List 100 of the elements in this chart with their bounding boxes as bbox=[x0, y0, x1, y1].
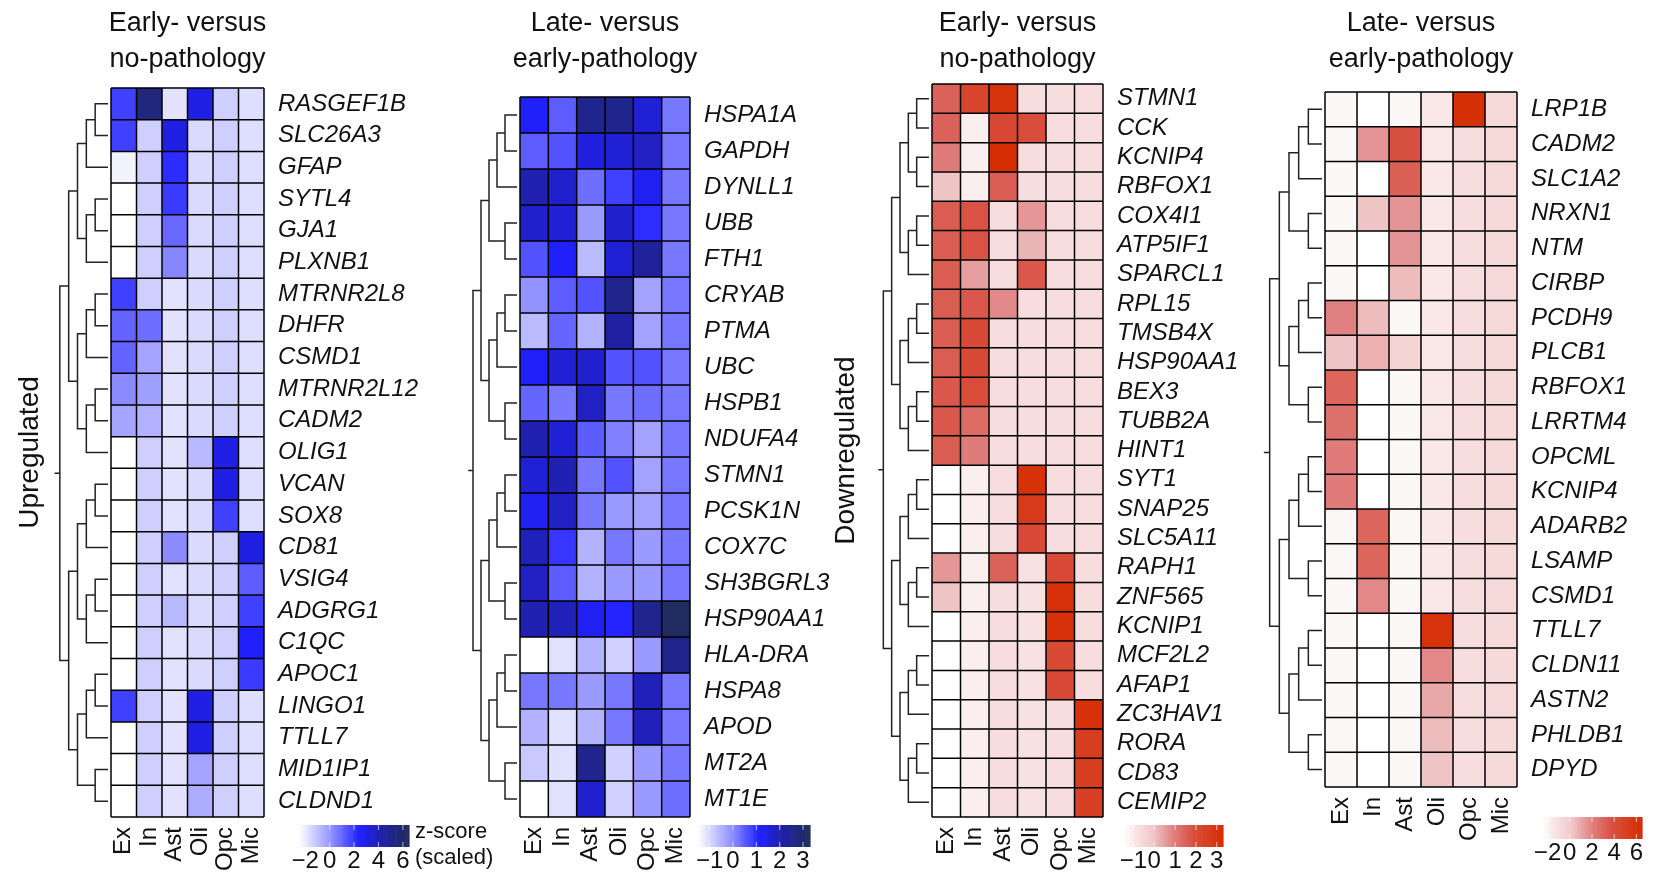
x-tick-label: Ast bbox=[1389, 796, 1417, 832]
y-tick-label: KCNIP4 bbox=[1117, 141, 1204, 169]
y-tick-label: RBFOX1 bbox=[1117, 171, 1214, 199]
y-tick-label: MTRNR2L8 bbox=[278, 278, 406, 306]
y-tick-label: ADGRG1 bbox=[276, 595, 380, 623]
y-tick-label: RORA bbox=[1117, 728, 1187, 756]
x-tick-label: Mic bbox=[660, 826, 688, 865]
y-tick-label: CLDND1 bbox=[278, 785, 375, 813]
y-tick-label: APOC1 bbox=[276, 659, 360, 687]
y-tick-label: LRP1B bbox=[1531, 94, 1608, 122]
y-tick-label: GJA1 bbox=[278, 215, 339, 243]
y-tick-label: DHFR bbox=[278, 310, 345, 338]
y-tick-label: SPARCL1 bbox=[1117, 259, 1225, 287]
y-tick-label: ZC3HAV1 bbox=[1116, 699, 1224, 727]
y-tick-label: DPYD bbox=[1531, 754, 1598, 782]
y-tick-label: MTRNR2L12 bbox=[278, 373, 419, 401]
y-tick-label: RASGEF1B bbox=[278, 88, 407, 116]
y-tick-label: MID1IP1 bbox=[278, 754, 372, 782]
chart-title: Early- versus no-pathology bbox=[937, 6, 1098, 75]
x-tick-label: Oli bbox=[603, 826, 631, 857]
color-bar-label: 1 bbox=[749, 845, 764, 873]
y-tick-label: NTM bbox=[1531, 233, 1583, 261]
y-tick-label: VCAN bbox=[278, 468, 346, 496]
color-bar-label: 0 bbox=[1563, 837, 1577, 865]
color-bar-title: z-score (scaled) bbox=[415, 818, 494, 870]
y-tick-label: SH3BGRL3 bbox=[704, 567, 831, 595]
x-tick-label: In bbox=[547, 826, 575, 847]
x-tick-label: Ex bbox=[1325, 796, 1353, 825]
y-tick-label: UBB bbox=[704, 207, 754, 235]
y-tick-label: RAPH1 bbox=[1117, 552, 1198, 580]
y-tick-label: APOD bbox=[702, 711, 773, 739]
y-tick-label: TTLL7 bbox=[278, 722, 350, 750]
y-tick-label: GAPDH bbox=[704, 135, 791, 163]
color-bar-label: 2 bbox=[347, 845, 361, 873]
y-tick-label: STMN1 bbox=[704, 459, 786, 487]
y-tick-label: CIRBP bbox=[1531, 267, 1605, 295]
y-tick-label: SLC1A2 bbox=[1531, 163, 1621, 191]
y-tick-label: DYNLL1 bbox=[704, 171, 795, 199]
color-bar-label: 4 bbox=[371, 845, 386, 873]
y-tick-label: FTH1 bbox=[704, 243, 764, 271]
y-tick-label: LINGO1 bbox=[278, 690, 367, 718]
y-tick-label: HSPB1 bbox=[704, 387, 783, 415]
y-tick-label: SLC5A11 bbox=[1117, 523, 1218, 551]
y-tick-label: AFAP1 bbox=[1115, 669, 1192, 697]
x-tick-label: Ast bbox=[987, 826, 1015, 862]
y-tick-label: ADARB2 bbox=[1529, 511, 1628, 539]
y-tick-label: CD83 bbox=[1117, 757, 1180, 785]
y-tick-label: SYT1 bbox=[1117, 464, 1178, 492]
color-bar-label: 0 bbox=[1147, 845, 1161, 873]
y-tick-label: UBC bbox=[704, 351, 756, 379]
x-tick-label: Opc bbox=[632, 826, 660, 871]
y-tick-label: HSP90AA1 bbox=[1117, 347, 1239, 375]
y-tick-label: PLXNB1 bbox=[278, 246, 371, 274]
x-tick-label: In bbox=[959, 826, 987, 847]
y-tick-label: COX7C bbox=[704, 531, 788, 559]
y-tick-label: CEMIP2 bbox=[1117, 787, 1207, 814]
x-tick-label: Oli bbox=[1421, 796, 1449, 827]
y-tick-label: NRXN1 bbox=[1531, 198, 1613, 226]
y-tick-label: PCSK1N bbox=[704, 495, 801, 523]
x-tick-label: Opc bbox=[1044, 826, 1072, 871]
y-tick-label: PHLDB1 bbox=[1531, 719, 1625, 747]
y-tick-label: PCDH9 bbox=[1531, 302, 1613, 330]
color-bar-label: 3 bbox=[1210, 845, 1224, 873]
y-tick-label: PTMA bbox=[704, 315, 771, 343]
x-tick-label: Ast bbox=[575, 826, 603, 862]
color-bar-label: 2 bbox=[772, 845, 787, 873]
y-tick-label: NDUFA4 bbox=[704, 423, 799, 451]
y-tick-label: MCF2L2 bbox=[1117, 640, 1210, 668]
y-tick-label: HSPA1A bbox=[704, 99, 797, 127]
y-tick-label: LRRTM4 bbox=[1531, 406, 1627, 434]
y-tick-label: SLC26A3 bbox=[278, 120, 382, 148]
y-tick-label: LSAMP bbox=[1531, 545, 1613, 573]
y-tick-label: CADM2 bbox=[278, 405, 363, 433]
x-tick-label: Mic bbox=[1485, 796, 1513, 835]
color-bar-label: 6 bbox=[396, 845, 410, 873]
y-tick-label: CCK bbox=[1117, 112, 1169, 140]
color-bar-label: −1 bbox=[695, 845, 724, 873]
y-tick-label: RBFOX1 bbox=[1531, 372, 1628, 400]
y-tick-label: KCNIP1 bbox=[1117, 611, 1204, 639]
y-tick-label: SOX8 bbox=[278, 500, 343, 528]
color-bar-label: −2 bbox=[1533, 837, 1562, 865]
y-tick-label: OLIG1 bbox=[278, 437, 349, 465]
y-tick-label: C1QC bbox=[278, 627, 346, 655]
y-tick-label: PLCB1 bbox=[1531, 337, 1608, 365]
color-bar-label: 2 bbox=[1585, 837, 1599, 865]
x-tick-label: Oli bbox=[1016, 826, 1044, 857]
y-tick-label: CLDN11 bbox=[1531, 650, 1622, 678]
x-tick-label: Oli bbox=[184, 826, 212, 857]
y-tick-label: OPCML bbox=[1531, 441, 1617, 469]
y-tick-label: TTLL7 bbox=[1531, 615, 1603, 643]
y-tick-label: VSIG4 bbox=[278, 563, 349, 591]
x-tick-label: In bbox=[1357, 796, 1385, 817]
color-bar-label: 4 bbox=[1607, 837, 1621, 865]
color-bar-label: −1 bbox=[1119, 845, 1148, 873]
color-bar-label: 0 bbox=[322, 845, 337, 873]
color-bar-label: −2 bbox=[291, 845, 319, 873]
y-tick-label: STMN1 bbox=[1117, 83, 1199, 111]
x-tick-label: Mic bbox=[1073, 826, 1101, 865]
y-tick-label: COX4I1 bbox=[1117, 200, 1203, 228]
chart-title: Late- versus early-pathology bbox=[1327, 6, 1515, 75]
